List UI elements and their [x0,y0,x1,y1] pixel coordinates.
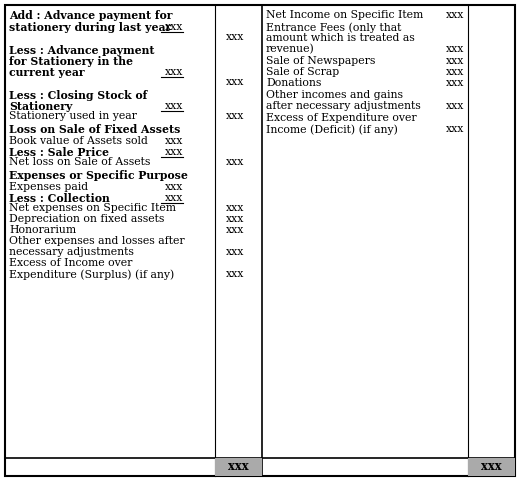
Bar [468,458,515,476]
Text: Loss on Sale of Fixed Assets: Loss on Sale of Fixed Assets [9,124,180,135]
Text: Honorarium: Honorarium [9,225,76,235]
Text: Other expenses and losses after: Other expenses and losses after [9,236,185,246]
Text: xxx: xxx [481,460,502,473]
Text: xxx: xxx [165,136,183,146]
Text: xxx: xxx [446,44,464,54]
Text: Net expenses on Specific Item: Net expenses on Specific Item [9,203,176,213]
Text: Sale of Scrap: Sale of Scrap [266,67,339,77]
Text: xxx: xxx [165,67,183,77]
Text: Depreciation on fixed assets: Depreciation on fixed assets [9,214,164,224]
Text: Net Income on Specific Item: Net Income on Specific Item [266,10,423,20]
Text: xxx: xxx [226,225,244,235]
Text: xxx: xxx [226,247,244,257]
Text: Less : Closing Stock of: Less : Closing Stock of [9,90,147,101]
Text: xxx: xxx [226,32,244,42]
Bar [215,458,262,476]
Text: Donations: Donations [266,78,321,88]
Text: xxx: xxx [226,214,244,224]
Text: Add : Advance payment for: Add : Advance payment for [9,10,173,21]
Text: Less : Sale Price: Less : Sale Price [9,147,109,158]
Text: xxx: xxx [226,203,244,213]
Text: xxx: xxx [165,101,183,111]
Text: xxx: xxx [226,111,244,121]
Text: xxx: xxx [165,182,183,192]
Text: xxx: xxx [165,147,183,157]
Text: xxx: xxx [165,22,183,32]
Text: xxx: xxx [226,269,244,279]
Text: Excess of Income over: Excess of Income over [9,258,133,268]
Text: xxx: xxx [446,78,464,88]
Text: xxx: xxx [446,56,464,66]
Text: Less : Collection: Less : Collection [9,193,110,204]
Text: xxx: xxx [226,77,244,87]
Text: Entrance Fees (only that: Entrance Fees (only that [266,22,401,32]
Text: xxx: xxx [446,101,464,111]
Text: Other incomes and gains: Other incomes and gains [266,90,403,100]
Text: after necessary adjustments: after necessary adjustments [266,101,421,111]
Text: stationery during last year: stationery during last year [9,22,171,33]
Text: Book value of Assets sold: Book value of Assets sold [9,136,148,146]
Text: current year: current year [9,67,85,78]
Text: xxx: xxx [446,10,464,20]
Text: Stationery used in year: Stationery used in year [9,111,137,121]
Text: xxx: xxx [226,157,244,167]
Text: Excess of Expenditure over: Excess of Expenditure over [266,113,417,123]
Text: necessary adjustments: necessary adjustments [9,247,134,257]
Text: for Stationery in the: for Stationery in the [9,56,133,67]
Text: Expenditure (Surplus) (if any): Expenditure (Surplus) (if any) [9,269,174,280]
Text: Sale of Newspapers: Sale of Newspapers [266,56,375,66]
Text: Less : Advance payment: Less : Advance payment [9,45,154,56]
Text: amount which is treated as: amount which is treated as [266,33,415,43]
Text: xxx: xxx [165,193,183,203]
Text: xxx: xxx [446,67,464,77]
Text: xxx: xxx [228,460,249,473]
Text: Net loss on Sale of Assets: Net loss on Sale of Assets [9,157,150,167]
Text: Income (Deficit) (if any): Income (Deficit) (if any) [266,124,398,135]
Text: Stationery: Stationery [9,101,72,112]
Text: Expenses or Specific Purpose: Expenses or Specific Purpose [9,170,188,181]
Text: Expenses paid: Expenses paid [9,182,88,192]
Text: xxx: xxx [446,124,464,134]
Text: revenue): revenue) [266,44,315,54]
